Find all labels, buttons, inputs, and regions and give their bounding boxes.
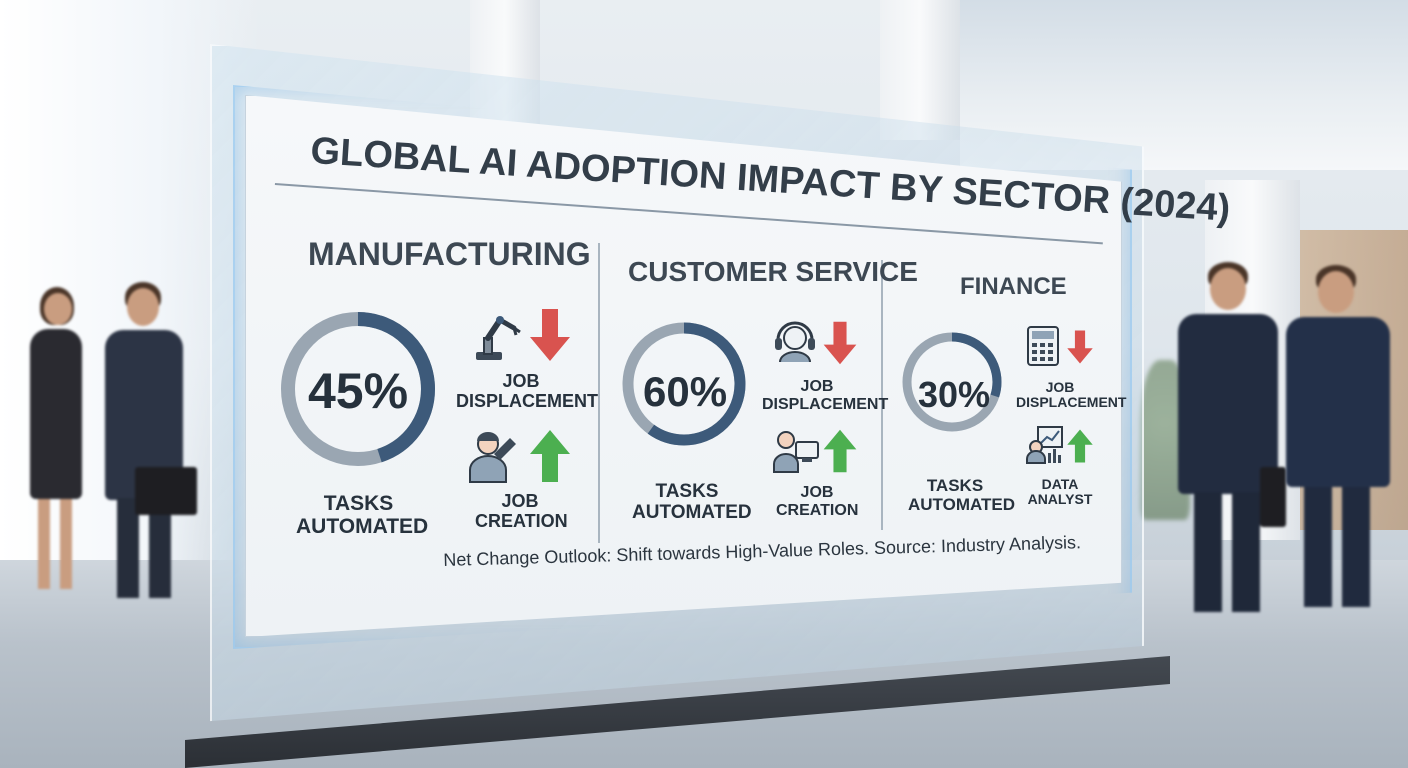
impact-label-customer-service-1: JOB DISPLACEMENT	[762, 378, 889, 413]
impact-label-customer-service-2: JOB CREATION	[776, 484, 859, 519]
worker-wrench-icon	[469, 432, 516, 483]
arrow-up-icon	[1067, 429, 1093, 463]
sector-title-finance: FINANCE	[960, 273, 1067, 300]
pillar-center	[880, 0, 960, 140]
arrow-down-icon	[823, 321, 857, 365]
donut-arc-customer-service	[622, 322, 746, 446]
analyst-chart-icon	[1026, 426, 1063, 464]
percent-finance: 30%	[918, 374, 991, 415]
arrow-down-icon	[530, 309, 570, 361]
sector-title-customer-service: CUSTOMER SERVICE	[628, 256, 918, 287]
donut-finance	[902, 332, 1002, 432]
calculator-icon	[1027, 326, 1059, 366]
sector-title-manufacturing: MANUFACTURING	[308, 236, 591, 272]
computer-user-icon	[773, 431, 819, 473]
donut-arc-finance	[902, 332, 1002, 432]
sign-panel	[245, 95, 1122, 637]
tasks-automated-customer-service: TASKS AUTOMATED	[632, 481, 752, 523]
impact-label-finance-1: JOB DISPLACEMENT	[1016, 379, 1127, 411]
headset-icon	[775, 321, 815, 363]
impact-label-manufacturing-1: JOB DISPLACEMENT	[456, 371, 599, 411]
impact-label-finance-2: DATA ANALYST	[1027, 476, 1093, 508]
arrow-up-icon	[823, 429, 857, 473]
column-divider-2	[881, 260, 883, 530]
person-man-right-2	[1282, 265, 1394, 625]
percent-customer-service: 60%	[643, 368, 728, 415]
person-man-right-1	[1172, 262, 1287, 632]
donut-manufacturing	[281, 312, 435, 466]
impact-label-manufacturing-2: JOB CREATION	[475, 491, 568, 531]
tasks-automated-finance: TASKS AUTOMATED	[908, 476, 1016, 514]
arrow-up-icon	[530, 430, 570, 482]
arrow-down-icon	[1067, 330, 1093, 364]
person-man-left	[95, 282, 205, 612]
donut-customer-service	[622, 322, 746, 446]
column-divider-1	[598, 243, 600, 543]
donut-arc-manufacturing	[281, 312, 435, 466]
percent-manufacturing: 45%	[308, 363, 409, 419]
person-woman-left	[22, 285, 92, 605]
robot-arm-icon	[476, 316, 521, 360]
tasks-automated-manufacturing: TASKS AUTOMATED	[296, 492, 429, 539]
